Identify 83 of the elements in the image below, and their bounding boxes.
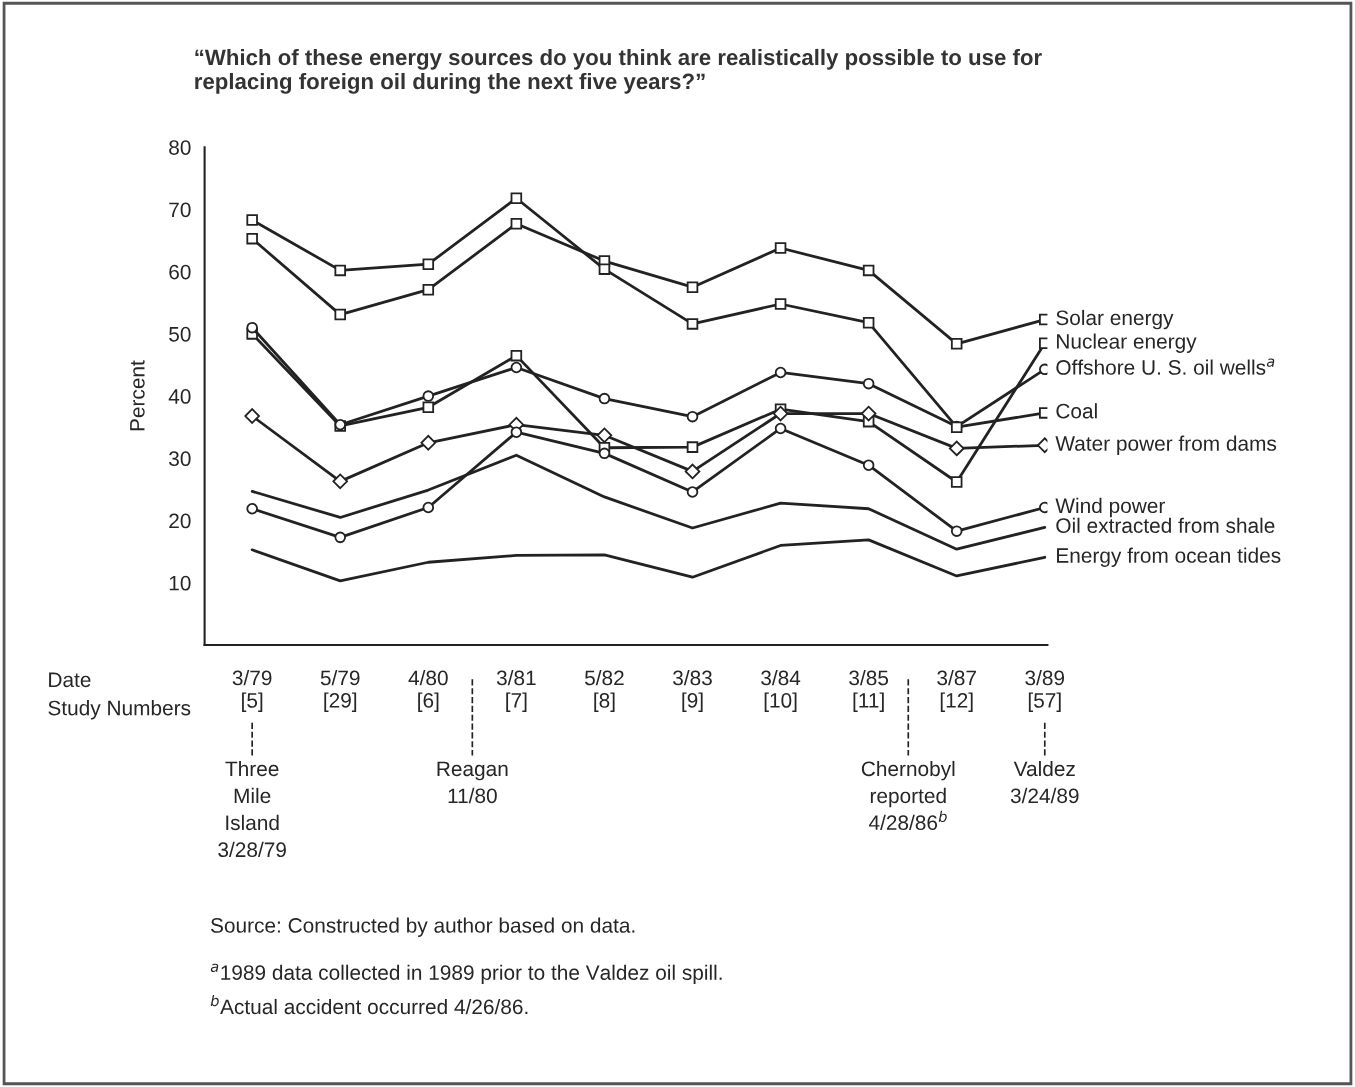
y-axis-title: Percent	[130, 360, 145, 431]
x-tick-label: 5/79 [29]	[320, 670, 360, 712]
point	[598, 263, 611, 275]
point	[860, 405, 877, 422]
y-tick-label: 60	[169, 264, 191, 280]
point	[950, 421, 963, 433]
source-note: Source: Constructed by author based on data.	[210, 917, 635, 937]
text: Valdez 3/24/89	[1010, 760, 1079, 804]
point	[422, 258, 435, 270]
text: $^{a}$1989 data collected in 1989 prior to the Valdez oil spill.	[210, 963, 722, 985]
x-tick-label: 3/84 [10]	[761, 670, 801, 712]
point	[596, 427, 613, 444]
point	[422, 283, 435, 296]
x-tick-label: 3/83 [9]	[673, 670, 712, 712]
y-tick-label: 70	[169, 202, 191, 218]
text: Study Numbers	[48, 700, 191, 720]
point	[684, 463, 701, 480]
point	[510, 217, 523, 230]
point	[422, 401, 435, 414]
point	[686, 441, 699, 453]
series-label: Coal	[1056, 403, 1097, 419]
point	[334, 531, 346, 544]
series-label: Water power from dams	[1055, 435, 1277, 455]
text: Three Mile Island 3/28/79	[218, 760, 286, 858]
point	[774, 422, 787, 435]
y-tick-label: 10	[169, 575, 191, 591]
point	[422, 390, 435, 402]
series-label: Oil extracted from shale	[1056, 517, 1275, 533]
text: Chernobyl reported 4/28/86$^{b}$	[861, 760, 955, 831]
point	[246, 321, 258, 334]
x-tick-label: 3/79 [5]	[232, 670, 272, 712]
x-tick-label: 3/87 [12]	[937, 670, 976, 712]
point	[774, 366, 787, 379]
point	[862, 264, 875, 277]
point	[774, 298, 787, 310]
x-tick-label: 5/82 [8]	[584, 670, 624, 712]
point	[246, 214, 258, 226]
y-tick-label: 80	[169, 140, 191, 155]
text: Reagan 11/80	[437, 761, 508, 804]
point	[422, 501, 435, 514]
series-label: Wind power	[1055, 497, 1165, 518]
point	[686, 410, 699, 423]
line-series	[250, 538, 1047, 583]
point	[686, 318, 699, 330]
point	[334, 264, 346, 277]
point	[948, 440, 965, 457]
point	[510, 361, 523, 374]
series-label: Energy from ocean tides	[1057, 547, 1281, 567]
x-tick-label: 3/89 [57]	[1025, 670, 1065, 712]
point	[510, 192, 523, 204]
point	[950, 338, 963, 350]
point	[862, 459, 875, 471]
point	[510, 349, 523, 362]
point	[246, 232, 258, 245]
x-tick-label: 3/85 [11]	[849, 670, 889, 712]
point	[244, 408, 260, 424]
point	[862, 377, 875, 390]
text: $^{b}$Actual accident occurred 4/26/86.	[210, 994, 528, 1015]
point	[862, 316, 875, 329]
point	[334, 308, 346, 321]
point	[332, 473, 349, 490]
x-tick-label: 3/81 [7]	[496, 670, 536, 712]
y-tick-label: 40	[168, 389, 191, 404]
point	[772, 405, 789, 422]
point	[950, 476, 963, 488]
y-tick-label: 30	[169, 451, 191, 467]
series-label: Solar energy	[1056, 309, 1174, 330]
point	[950, 525, 963, 537]
point	[246, 502, 258, 515]
point	[686, 281, 699, 293]
point	[510, 426, 523, 438]
point	[686, 486, 699, 498]
x-tick-label: 4/80 [6]	[408, 670, 448, 712]
series-label: Offshore U. S. oil wells$^{a}$	[1056, 358, 1275, 375]
point	[774, 242, 787, 254]
y-tick-label: 50	[169, 326, 191, 342]
text: Date	[49, 672, 91, 688]
y-tick-label: 20	[169, 513, 191, 529]
point	[598, 392, 611, 405]
chart-title: “Which of these energy sources do you think are realistically possible to use for replacing foreign oil during the next five years?”	[195, 48, 1042, 94]
series-label: Nuclear energy	[1057, 333, 1197, 353]
point	[420, 434, 437, 451]
point	[598, 447, 611, 460]
